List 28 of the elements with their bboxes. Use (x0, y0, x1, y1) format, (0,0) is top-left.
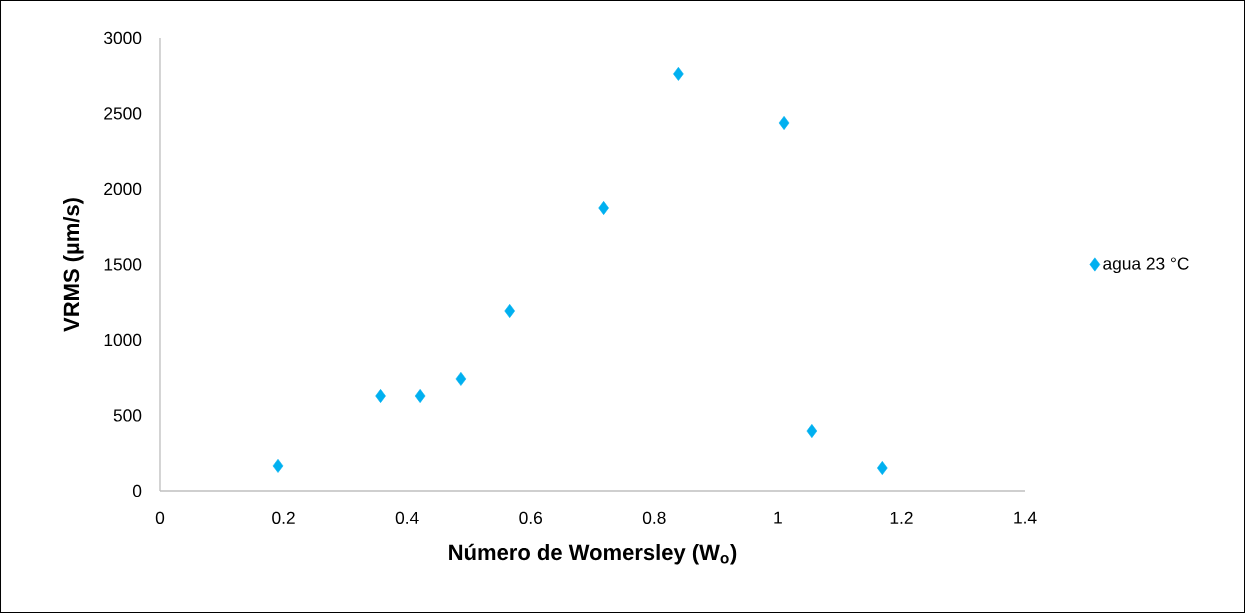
y-tick-label: 2500 (104, 107, 142, 120)
x-tick-label: 0.4 (395, 511, 419, 524)
y-tick-label: 3000 (104, 31, 142, 45)
point (778, 116, 790, 130)
x-tick-label: 0.2 (272, 511, 295, 524)
x-tick-label: 0 (155, 511, 165, 524)
x-tick-label: 0.6 (519, 511, 543, 524)
point (877, 461, 888, 475)
x-axis-title: Número de Womersley (W$_{o}$) (449, 543, 737, 565)
x-tick-label: 1.4 (1014, 511, 1037, 524)
x-tick-label: 0.8 (642, 511, 666, 524)
x-tick-label: 1.2 (890, 511, 913, 524)
y-tick-label: 500 (113, 409, 142, 422)
point (455, 372, 467, 386)
point (504, 304, 515, 318)
y-tick-label: 0 (132, 484, 142, 498)
point (375, 389, 386, 403)
x-tick-label: 1 (774, 511, 782, 524)
point (598, 201, 609, 215)
point (806, 424, 818, 438)
point (272, 458, 284, 473)
point (673, 66, 684, 81)
y-tick-label: 1500 (104, 258, 142, 271)
y-tick-label: 1000 (104, 333, 142, 347)
y-tick-label: 2000 (104, 182, 142, 196)
y-axis-title: VRMS (µm/s) (63, 198, 84, 332)
legend-label: agua 23 °C (1103, 257, 1189, 274)
point (414, 389, 426, 403)
